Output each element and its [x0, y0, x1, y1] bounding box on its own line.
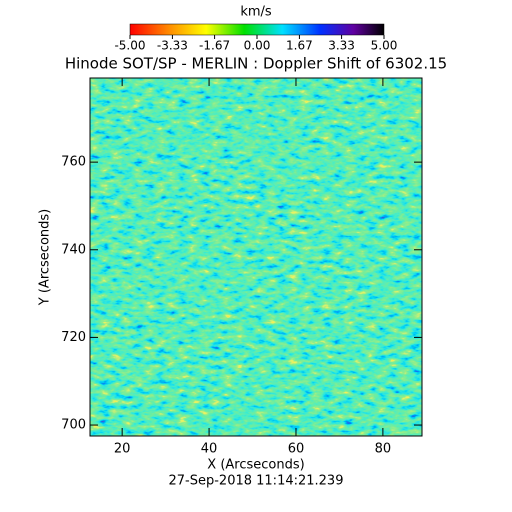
- x-tick-label: 20: [114, 442, 131, 457]
- colorbar-tick-label: 5.00: [371, 39, 398, 53]
- chart-title: Hinode SOT/SP - MERLIN : Doppler Shift o…: [65, 55, 447, 73]
- x-tick-label: 40: [201, 442, 218, 457]
- colorbar-tick-label: 1.67: [286, 39, 313, 53]
- footer-date: 27-Sep-2018 11:14:21.239: [169, 474, 344, 489]
- x-axis-label: X (Arcseconds): [207, 458, 304, 473]
- y-axis-label: Y (Arcseconds): [38, 209, 53, 306]
- colorbar-tick-label: -3.33: [157, 39, 188, 53]
- doppler-image: [90, 78, 422, 436]
- plot-frame: [89, 77, 423, 437]
- colorbar-tick-label: -5.00: [114, 39, 145, 53]
- colorbar-tick-label: 3.33: [328, 39, 355, 53]
- colorbar-tick-label: 0.00: [244, 39, 271, 53]
- y-tick-label: 720: [61, 330, 86, 345]
- colorbar-label: km/s: [240, 5, 272, 20]
- y-tick-label: 700: [61, 418, 86, 433]
- x-tick-label: 60: [288, 442, 305, 457]
- y-tick-label: 740: [61, 242, 86, 257]
- y-tick-label: 760: [61, 155, 86, 170]
- x-tick-label: 80: [375, 442, 392, 457]
- colorbar: [129, 23, 385, 36]
- colorbar-tick-label: -1.67: [199, 39, 230, 53]
